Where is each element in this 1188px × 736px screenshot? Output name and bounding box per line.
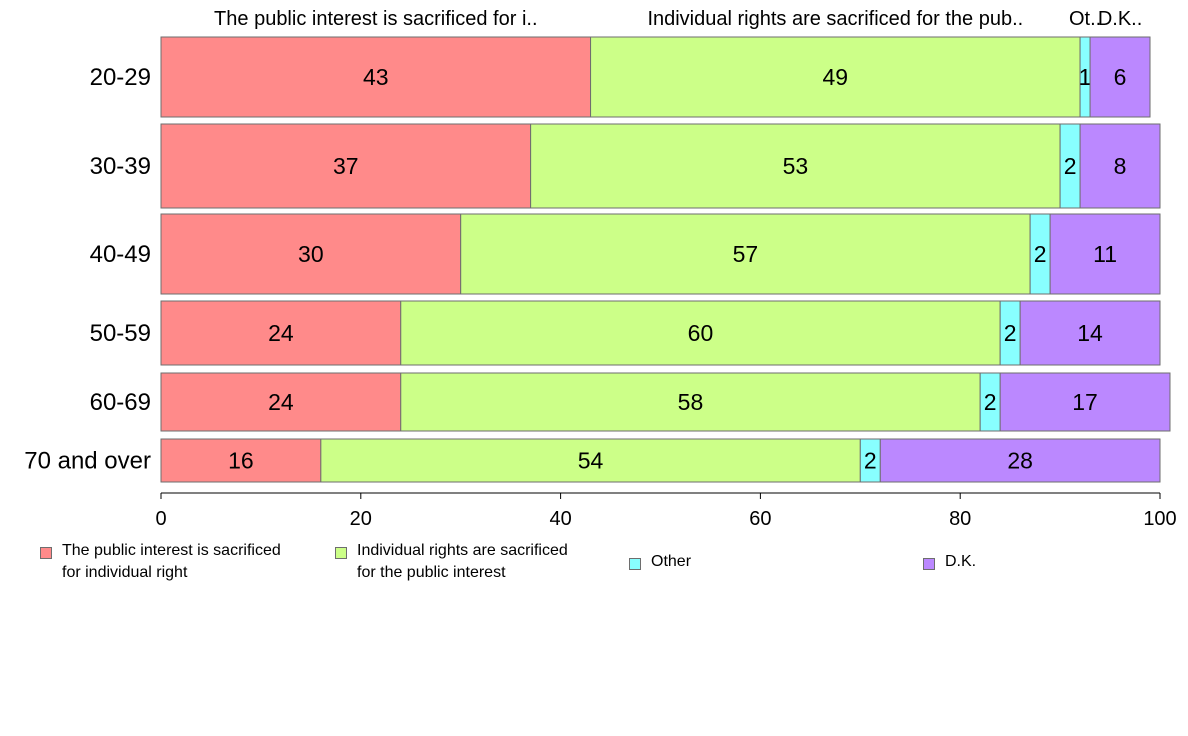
bar-value-label: 1 <box>1079 64 1092 90</box>
bar-segment <box>320 438 861 483</box>
x-tick-label: 80 <box>949 508 971 530</box>
bar-value-label: 2 <box>984 389 997 415</box>
legend-item-dk: D.K. <box>923 551 976 573</box>
bar-value-label: 37 <box>333 153 359 179</box>
bar-segment <box>590 36 1081 118</box>
legend: The public interest is sacrificed for in… <box>0 540 1188 600</box>
x-tick-label: 20 <box>350 508 372 530</box>
series-header-label: D.K.. <box>1098 8 1142 30</box>
bar-segment <box>1049 213 1161 295</box>
category-label: 60-69 <box>90 389 151 416</box>
legend-item-individual-rights: Individual rights are sacrificed for the… <box>335 540 568 584</box>
legend-swatch <box>923 558 935 570</box>
x-tick-label: 0 <box>155 508 166 530</box>
bar-segment <box>1079 123 1161 209</box>
bar-segment <box>530 123 1061 209</box>
bar-segment <box>160 372 402 432</box>
bar-value-label: 24 <box>268 389 294 415</box>
category-label: 30-39 <box>90 153 151 180</box>
x-tick-label: 40 <box>549 508 571 530</box>
series-header-label: Ot.. <box>1069 8 1101 30</box>
category-label: 20-29 <box>90 64 151 91</box>
bar-value-label: 2 <box>1034 241 1047 267</box>
category-label: 70 and over <box>24 448 151 475</box>
bar-value-label: 14 <box>1077 320 1103 346</box>
legend-swatch <box>40 547 52 559</box>
bar-segment <box>160 213 462 295</box>
legend-item-other: Other <box>629 551 691 573</box>
bar-value-label: 17 <box>1072 389 1098 415</box>
bar-value-label: 53 <box>783 153 809 179</box>
legend-label: The public interest is sacrificed for in… <box>62 542 281 581</box>
legend-label: Individual rights are sacrificed for the… <box>357 542 568 581</box>
bar-value-label: 6 <box>1114 64 1127 90</box>
bar-segment <box>160 36 592 118</box>
bar-segment <box>879 438 1161 483</box>
bar-segment <box>999 372 1171 432</box>
bar-value-label: 16 <box>228 448 254 474</box>
bar-value-label: 11 <box>1093 241 1117 267</box>
bar-value-label: 57 <box>733 241 759 267</box>
bar-segment <box>160 300 402 366</box>
bar-value-label: 30 <box>298 241 324 267</box>
bar-segment <box>160 438 322 483</box>
bar-segment <box>400 372 981 432</box>
bar-segment <box>1019 300 1161 366</box>
series-header-label: Individual rights are sacrificed for the… <box>647 8 1023 30</box>
bar-value-label: 43 <box>363 64 389 90</box>
legend-label: D.K. <box>945 553 977 570</box>
bar-value-label: 8 <box>1114 153 1127 179</box>
bar-value-label: 60 <box>688 320 714 346</box>
bar-segment <box>160 123 532 209</box>
bar-segment <box>1089 36 1151 118</box>
legend-swatch <box>629 558 641 570</box>
series-header-label: The public interest is sacrificed for i.… <box>214 8 537 30</box>
legend-item-public-interest: The public interest is sacrificed for in… <box>40 540 281 584</box>
bar-value-label: 2 <box>864 448 877 474</box>
bar-value-label: 54 <box>578 448 604 474</box>
legend-label: Other <box>651 553 692 570</box>
bar-value-label: 49 <box>823 64 849 90</box>
legend-swatch <box>335 547 347 559</box>
category-label: 50-59 <box>90 320 151 347</box>
bar-value-label: 2 <box>1004 320 1017 346</box>
bar-value-label: 24 <box>268 320 294 346</box>
bar-segment <box>400 300 1001 366</box>
x-tick-label: 60 <box>749 508 771 530</box>
bar-value-label: 2 <box>1064 153 1077 179</box>
bar-value-label: 28 <box>1007 448 1033 474</box>
bar-value-label: 58 <box>678 389 704 415</box>
category-label: 40-49 <box>90 241 151 268</box>
x-tick-label: 100 <box>1143 508 1176 530</box>
bar-segment <box>460 213 1031 295</box>
